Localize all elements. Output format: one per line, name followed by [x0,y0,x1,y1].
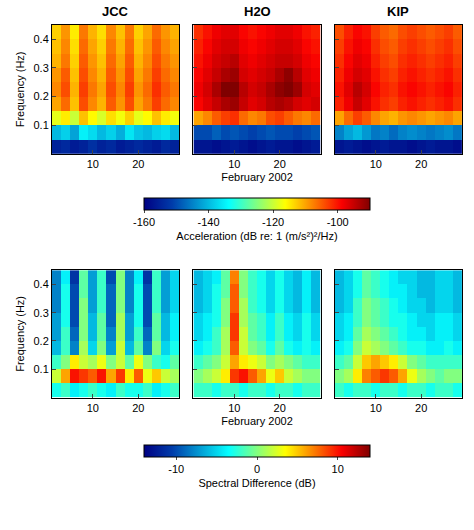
svg-text:KIP: KIP [387,4,409,19]
svg-text:Frequency (Hz): Frequency (Hz) [14,52,26,128]
svg-text:10: 10 [87,402,99,414]
svg-text:0.2: 0.2 [34,335,49,347]
svg-text:-140: -140 [198,216,220,228]
svg-text:10: 10 [228,402,240,414]
svg-text:0.4: 0.4 [34,278,49,290]
svg-text:20: 20 [415,402,427,414]
svg-text:Frequency (Hz): Frequency (Hz) [14,296,26,372]
svg-text:0.3: 0.3 [34,62,49,74]
svg-text:0.4: 0.4 [34,33,49,45]
svg-text:20: 20 [274,402,286,414]
svg-text:20: 20 [415,158,427,170]
svg-text:10: 10 [370,158,382,170]
svg-text:0.1: 0.1 [34,119,49,131]
svg-text:February 2002: February 2002 [221,171,293,183]
svg-text:-120: -120 [262,216,284,228]
svg-text:20: 20 [132,402,144,414]
svg-text:0: 0 [254,463,260,475]
svg-text:10: 10 [370,402,382,414]
svg-text:Spectral Difference (dB): Spectral Difference (dB) [198,477,315,489]
svg-text:20: 20 [132,158,144,170]
svg-text:0.2: 0.2 [34,90,49,102]
svg-text:-100: -100 [327,216,349,228]
svg-text:20: 20 [274,158,286,170]
svg-text:0.3: 0.3 [34,307,49,319]
svg-text:10: 10 [87,158,99,170]
svg-text:February 2002: February 2002 [221,415,293,427]
svg-text:10: 10 [228,158,240,170]
svg-text:H2O: H2O [244,4,271,19]
svg-text:JCC: JCC [102,4,129,19]
svg-text:10: 10 [332,463,344,475]
svg-text:0.1: 0.1 [34,363,49,375]
svg-text:-10: -10 [168,463,184,475]
svg-text:Acceleration (dB re: 1 (m/s²)²: Acceleration (dB re: 1 (m/s²)²/Hz) [176,230,337,242]
svg-text:-160: -160 [133,216,155,228]
